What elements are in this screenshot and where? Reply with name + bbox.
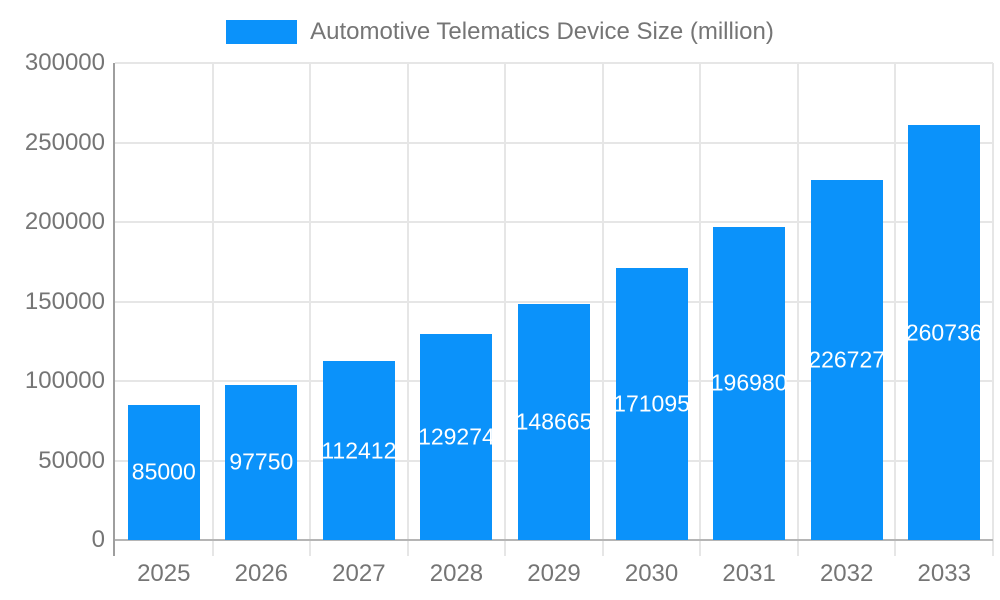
x-axis-tick — [894, 540, 896, 556]
y-axis-tick-label: 50000 — [38, 446, 105, 474]
y-axis-tick-label: 300000 — [24, 49, 105, 76]
bar-value-label: 171095 — [613, 390, 690, 417]
plot-area: 85000 97750 112412 129274 148665 171095 196980… — [113, 62, 994, 556]
gridline-horizontal — [115, 300, 993, 303]
x-axis-tick-label: 2027 — [332, 560, 386, 587]
legend-label: Automotive Telematics Device Size (milli… — [310, 18, 774, 45]
gridline-vertical — [212, 63, 214, 540]
gridline-horizontal — [115, 62, 993, 64]
bar-value-label: 148665 — [515, 408, 593, 435]
x-axis-tick — [407, 540, 409, 556]
bar[interactable] — [713, 226, 785, 540]
x-axis-tick-label: 2033 — [917, 560, 971, 587]
x-axis-tick — [797, 540, 799, 556]
x-axis-tick — [699, 540, 701, 556]
bar-value-label: 112412 — [321, 437, 397, 464]
x-axis-tick-label: 2025 — [137, 560, 191, 587]
bar[interactable] — [616, 267, 688, 540]
bar-value-label: 196980 — [710, 369, 788, 396]
bar[interactable] — [518, 303, 590, 540]
y-axis-tick-label: 0 — [91, 526, 105, 553]
x-axis-tick — [602, 540, 604, 556]
gridline-vertical — [407, 63, 409, 540]
bar[interactable] — [811, 179, 883, 540]
x-axis-line — [115, 539, 993, 541]
gridline-vertical — [504, 63, 506, 540]
gridline-horizontal — [115, 141, 993, 144]
gridline-vertical — [894, 63, 896, 540]
x-axis-tick-label: 2026 — [234, 560, 289, 587]
legend-swatch — [226, 20, 298, 44]
x-axis-tick — [992, 540, 994, 556]
gridline-vertical — [309, 63, 311, 540]
y-axis-tick-label: 100000 — [24, 367, 105, 394]
gridline-vertical — [699, 63, 701, 540]
legend[interactable]: Automotive Telematics Device Size (milli… — [0, 18, 1000, 46]
bar-value-label: 260736 — [905, 319, 983, 346]
bar-value-label: 97750 — [229, 448, 294, 475]
y-axis-tick-label: 250000 — [24, 128, 105, 156]
bar-value-label: 85000 — [131, 458, 196, 485]
gridline-horizontal — [115, 221, 993, 223]
x-axis-tick — [504, 540, 506, 556]
bar[interactable] — [323, 361, 395, 540]
bar[interactable] — [128, 404, 200, 540]
bar[interactable] — [420, 334, 492, 540]
x-axis-tick-label: 2030 — [624, 560, 679, 587]
bar[interactable] — [908, 125, 980, 540]
y-axis-tick-label: 150000 — [24, 287, 105, 315]
y-axis-tick-label: 200000 — [24, 208, 105, 235]
x-axis-tick-label: 2029 — [527, 560, 581, 587]
bar-value-label: 129274 — [418, 423, 495, 450]
gridline-vertical — [602, 63, 604, 540]
y-axis-line — [113, 63, 115, 556]
gridline-vertical — [992, 63, 994, 540]
bar[interactable] — [225, 384, 297, 540]
bar-value-label: 226727 — [808, 346, 886, 373]
x-axis-tick — [212, 540, 214, 556]
gridline-vertical — [797, 63, 799, 540]
x-axis-tick-label: 2028 — [429, 560, 484, 587]
x-axis-tick-label: 2031 — [722, 560, 776, 587]
x-axis-tick — [309, 540, 311, 556]
x-axis-tick-label: 2032 — [819, 560, 874, 587]
